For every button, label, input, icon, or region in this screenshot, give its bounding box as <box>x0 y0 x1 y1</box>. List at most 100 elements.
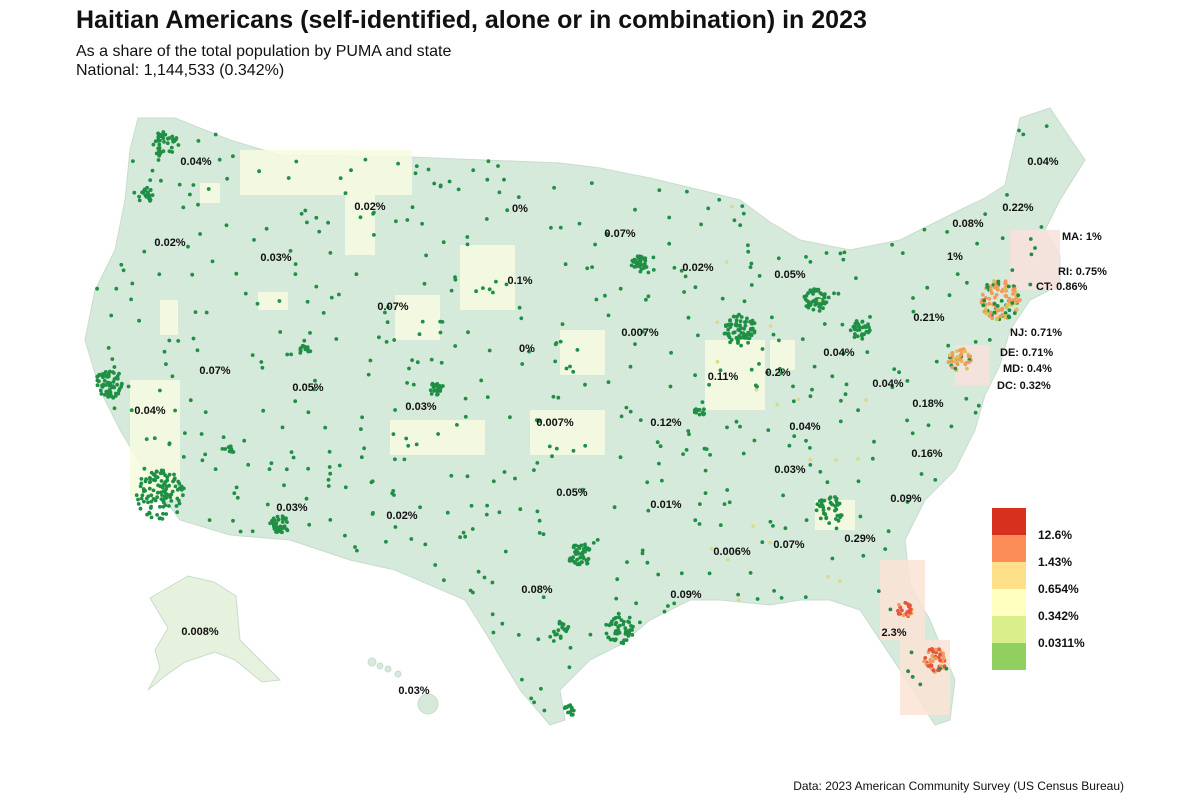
state-share-label: 0.03% <box>405 401 437 413</box>
puma-dot <box>735 323 740 328</box>
puma-dot <box>406 443 411 448</box>
puma-dot <box>765 370 769 375</box>
puma-dot <box>955 355 960 359</box>
puma-dot <box>289 352 293 357</box>
puma-dot <box>484 217 489 221</box>
state-share-label: 0.02% <box>682 262 714 274</box>
puma-dot <box>964 361 968 365</box>
puma-dot <box>386 305 390 309</box>
puma-dot <box>106 372 111 377</box>
puma-region <box>705 340 765 410</box>
puma-dot <box>278 330 283 334</box>
puma-dot <box>95 374 100 379</box>
puma-dot <box>305 299 310 304</box>
legend-label: 0.342% <box>1038 609 1079 623</box>
puma-dot <box>195 348 200 353</box>
puma-dot <box>223 447 228 451</box>
puma-dot <box>992 279 996 283</box>
puma-dot <box>946 343 951 348</box>
puma-dot <box>260 365 265 370</box>
puma-dot <box>815 288 820 293</box>
puma-dot <box>157 272 162 277</box>
puma-dot <box>188 192 192 197</box>
puma-dot <box>883 547 888 551</box>
state-share-label: 0.02% <box>354 201 386 213</box>
puma-dot <box>518 507 523 512</box>
puma-dot <box>628 409 633 414</box>
puma-dot <box>234 485 239 490</box>
puma-dot <box>371 211 375 216</box>
puma-dot <box>623 626 628 631</box>
puma-dot <box>743 323 748 328</box>
state-share-label: 0.007% <box>621 327 659 339</box>
puma-dot <box>491 630 496 635</box>
puma-dot <box>925 285 930 290</box>
puma-dot <box>604 631 609 636</box>
puma-dot <box>190 272 195 277</box>
puma-dot <box>162 140 166 144</box>
puma-dot <box>738 336 743 340</box>
state-share-label: 0.02% <box>154 237 186 249</box>
puma-dot <box>908 610 912 615</box>
puma-dot <box>334 337 339 341</box>
puma-dot <box>502 177 506 182</box>
puma-dot <box>681 452 685 456</box>
state-share-label: 0.04% <box>1027 156 1059 168</box>
puma-dot <box>353 545 357 549</box>
puma-dot <box>1000 289 1004 294</box>
puma-dot <box>455 423 459 427</box>
puma-dot <box>612 505 617 510</box>
puma-dot <box>143 488 148 493</box>
puma-dot <box>651 268 656 272</box>
puma-dot <box>274 521 279 526</box>
puma-dot <box>520 677 524 682</box>
puma-dot <box>808 463 813 467</box>
state-share-label: 0.05% <box>774 269 806 281</box>
puma-dot <box>988 284 993 289</box>
puma-dot <box>445 510 450 515</box>
puma-dot <box>812 287 816 291</box>
puma-dot <box>164 512 169 516</box>
puma-dot <box>818 469 823 474</box>
puma-dot <box>585 546 590 550</box>
puma-dot <box>281 526 286 530</box>
legend-swatch <box>992 535 1026 562</box>
puma-dot <box>897 370 901 375</box>
puma-dot <box>626 634 631 638</box>
puma-dot <box>289 450 294 454</box>
puma-dot <box>556 395 561 400</box>
puma-dot <box>748 328 753 332</box>
puma-dot <box>150 193 155 198</box>
puma-dot <box>213 467 218 471</box>
puma-dot <box>250 529 255 534</box>
puma-dot <box>220 447 225 451</box>
state-share-label: 0.05% <box>556 487 588 499</box>
puma-dot <box>150 168 155 173</box>
puma-dot <box>148 178 153 183</box>
puma-dot <box>926 664 931 668</box>
legend-swatch <box>992 562 1026 589</box>
puma-dot <box>746 243 750 248</box>
state-share-label: 0.07% <box>199 365 231 377</box>
state-share-label: RI: 0.75% <box>1058 266 1107 278</box>
puma-dot <box>278 529 283 534</box>
puma-dot <box>487 348 492 353</box>
puma-dot <box>392 493 396 497</box>
legend-label: 1.43% <box>1038 555 1073 569</box>
puma-dot <box>746 249 751 254</box>
puma-dot <box>818 516 823 521</box>
puma-dot <box>463 414 468 419</box>
puma-dot <box>848 328 853 333</box>
puma-dot <box>854 276 858 280</box>
puma-dot <box>420 319 425 324</box>
puma-dot <box>436 432 440 436</box>
puma-dot <box>129 297 134 302</box>
puma-dot <box>542 708 547 713</box>
puma-dot <box>490 612 495 617</box>
state-share-label: 0.04% <box>180 156 212 168</box>
puma-dot <box>965 366 969 371</box>
puma-dot <box>906 602 910 607</box>
puma-dot <box>485 503 489 508</box>
puma-dot <box>645 480 650 485</box>
puma-dot <box>564 705 569 710</box>
